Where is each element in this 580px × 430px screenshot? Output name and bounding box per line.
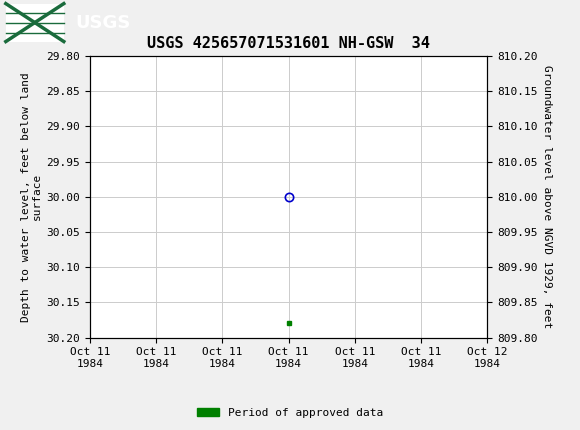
Title: USGS 425657071531601 NH-GSW  34: USGS 425657071531601 NH-GSW 34: [147, 36, 430, 51]
Y-axis label: Depth to water level, feet below land
surface: Depth to water level, feet below land su…: [21, 72, 42, 322]
Text: USGS: USGS: [75, 14, 130, 31]
Legend: Period of approved data: Period of approved data: [193, 403, 387, 422]
FancyBboxPatch shape: [6, 3, 64, 42]
Y-axis label: Groundwater level above NGVD 1929, feet: Groundwater level above NGVD 1929, feet: [542, 65, 552, 329]
